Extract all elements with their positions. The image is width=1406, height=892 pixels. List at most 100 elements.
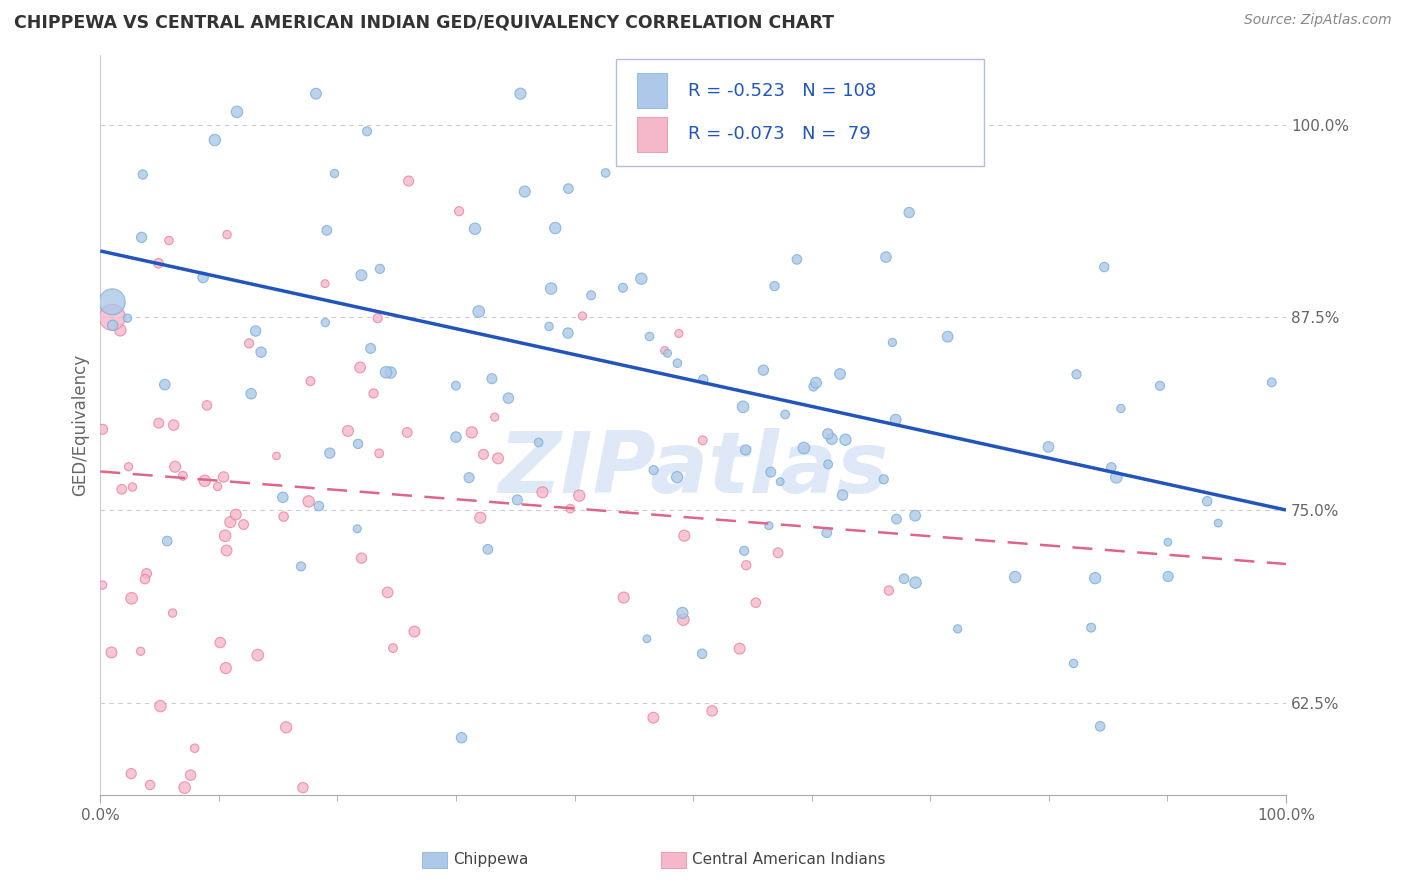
- Point: [101, 318, 124, 333]
- Point: [673, 529, 696, 543]
- Point: [153, 377, 176, 392]
- Point: [209, 635, 232, 649]
- Point: [134, 572, 156, 586]
- Point: [803, 379, 825, 393]
- Point: [156, 534, 179, 549]
- Point: [766, 546, 789, 560]
- Point: [759, 465, 782, 479]
- Point: [1038, 440, 1060, 454]
- Point: [226, 104, 249, 119]
- Point: [817, 458, 839, 472]
- Point: [458, 470, 481, 484]
- Point: [404, 624, 426, 639]
- Point: [671, 606, 693, 620]
- Point: [877, 583, 900, 598]
- Point: [101, 294, 124, 309]
- Point: [613, 591, 636, 605]
- Point: [769, 475, 792, 489]
- Point: [250, 345, 273, 359]
- Point: [246, 648, 269, 662]
- Point: [884, 412, 907, 426]
- Point: [382, 641, 405, 656]
- Point: [1066, 368, 1088, 382]
- Point: [886, 512, 908, 526]
- Point: [904, 508, 927, 523]
- Point: [579, 288, 602, 302]
- Point: [273, 509, 295, 524]
- Point: [398, 174, 420, 188]
- Point: [666, 356, 689, 370]
- Point: [638, 329, 661, 343]
- Point: [472, 447, 495, 461]
- Text: ZIPatlas: ZIPatlas: [498, 428, 889, 511]
- Point: [245, 324, 267, 338]
- Point: [157, 234, 180, 248]
- Point: [172, 468, 194, 483]
- Point: [821, 432, 844, 446]
- Bar: [422, 852, 447, 868]
- Point: [595, 166, 617, 180]
- Point: [733, 544, 755, 558]
- Point: [758, 518, 780, 533]
- Point: [368, 261, 391, 276]
- Point: [349, 360, 371, 375]
- Point: [314, 316, 336, 330]
- Point: [527, 435, 550, 450]
- Point: [654, 343, 676, 358]
- Point: [121, 480, 143, 494]
- Point: [571, 309, 593, 323]
- Point: [1088, 719, 1111, 733]
- Point: [214, 529, 236, 543]
- Point: [132, 168, 155, 182]
- Point: [323, 167, 346, 181]
- Point: [1157, 535, 1180, 549]
- Point: [356, 124, 378, 138]
- Point: [1197, 494, 1219, 508]
- Point: [266, 449, 288, 463]
- Point: [786, 252, 808, 267]
- Point: [1105, 470, 1128, 484]
- Point: [367, 311, 389, 326]
- Point: [117, 311, 139, 326]
- Point: [657, 346, 679, 360]
- Point: [314, 277, 336, 291]
- Point: [1084, 571, 1107, 585]
- Point: [636, 632, 658, 646]
- Point: [506, 492, 529, 507]
- Point: [163, 418, 186, 433]
- Point: [1063, 657, 1085, 671]
- Point: [898, 205, 921, 219]
- Point: [117, 459, 139, 474]
- Point: [1157, 569, 1180, 583]
- Point: [444, 378, 467, 392]
- Point: [467, 304, 489, 318]
- Point: [305, 87, 328, 101]
- Point: [773, 408, 796, 422]
- Point: [225, 508, 247, 522]
- Point: [513, 185, 536, 199]
- Point: [91, 422, 114, 436]
- Point: [121, 591, 143, 606]
- Point: [291, 780, 314, 795]
- Point: [1149, 379, 1171, 393]
- Point: [486, 451, 509, 466]
- Point: [1099, 460, 1122, 475]
- Point: [274, 720, 297, 734]
- Point: [148, 256, 170, 270]
- Point: [368, 446, 391, 460]
- Point: [873, 472, 896, 486]
- Point: [308, 499, 330, 513]
- Point: [449, 204, 471, 219]
- Point: [129, 644, 152, 658]
- Point: [212, 470, 235, 484]
- Point: [692, 434, 714, 448]
- Bar: [661, 852, 686, 868]
- Point: [299, 374, 322, 388]
- Point: [375, 365, 398, 379]
- Point: [120, 766, 142, 780]
- Point: [560, 501, 582, 516]
- Point: [194, 474, 217, 488]
- Point: [1261, 376, 1284, 390]
- Point: [148, 416, 170, 430]
- Point: [1109, 401, 1132, 416]
